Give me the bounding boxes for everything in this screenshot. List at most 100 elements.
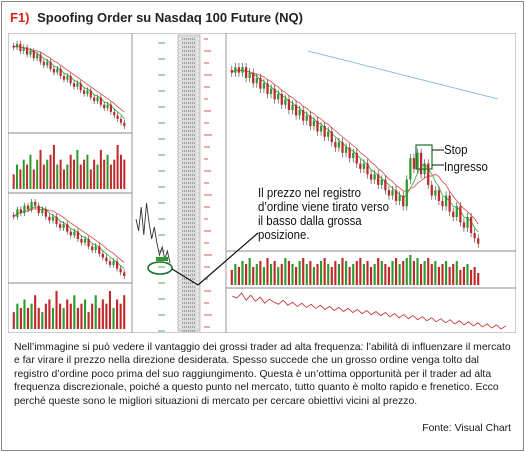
candle-body: [477, 238, 480, 244]
volume-bar: [330, 267, 333, 285]
candle-body: [106, 104, 109, 109]
annotation-ingresso: Ingresso: [444, 159, 488, 174]
annotation-line: il basso dalla grossa: [258, 213, 362, 228]
volume-bar: [316, 264, 319, 285]
volume-bar: [80, 303, 83, 329]
candle-body: [319, 126, 323, 132]
candle-body: [12, 45, 15, 48]
volume-bar: [69, 154, 72, 189]
order-book-ladder: [158, 34, 212, 332]
moving-average-line: [231, 69, 479, 225]
volume-bar: [312, 267, 315, 285]
volume-bar: [76, 149, 79, 189]
volume-bar: [462, 267, 465, 285]
volume-bar: [291, 264, 294, 285]
volume-bar: [123, 159, 126, 189]
volume-bar: [341, 258, 344, 285]
candle-body: [434, 190, 437, 196]
volume-bar: [380, 261, 383, 285]
volume-bar: [113, 159, 116, 189]
candle-body: [69, 76, 72, 84]
volume-bar: [466, 264, 469, 285]
volume-bar: [427, 258, 430, 285]
figure-title: F1) Spoofing Order su Nasdaq 100 Future …: [10, 10, 303, 25]
volume-bar: [327, 264, 330, 285]
candle-body: [99, 97, 102, 105]
volume-bar: [373, 264, 376, 285]
candle-body: [294, 104, 298, 116]
figure-source: Fonte: Visual Chart: [422, 423, 511, 434]
indicator-line: [232, 292, 506, 330]
candle-body: [280, 94, 283, 105]
candle-body: [302, 110, 305, 121]
candle-body: [66, 224, 69, 232]
candle-body: [284, 99, 287, 105]
volume-bar: [334, 261, 337, 285]
volume-bar: [55, 291, 58, 329]
candle-body: [234, 67, 237, 73]
volume-bar: [105, 303, 108, 329]
volume-bar: [387, 267, 390, 285]
candle-body: [237, 67, 241, 73]
volume-bar: [234, 264, 237, 285]
volume-bar: [430, 264, 433, 285]
spoof-ellipse: [147, 261, 173, 275]
candle-body: [252, 72, 255, 84]
figure-number: F1): [10, 10, 30, 25]
volume-bar: [405, 258, 408, 285]
volume-bar: [16, 164, 19, 189]
volume-bar: [19, 307, 22, 329]
volume-bar: [79, 164, 82, 189]
volume-bar: [51, 307, 55, 329]
volume-bar: [348, 267, 351, 285]
volume-bar: [302, 258, 305, 285]
volume-bar: [37, 307, 40, 329]
volume-bar: [259, 261, 262, 285]
volume-bar: [66, 164, 69, 189]
volume-bar: [455, 261, 458, 285]
candle-body: [366, 163, 369, 175]
candle-body: [113, 111, 116, 116]
candle-body: [16, 209, 19, 217]
candle-body: [56, 68, 59, 73]
volume-bar: [116, 299, 119, 329]
volume-bar: [445, 261, 448, 285]
candle-body: [55, 216, 58, 225]
volume-bar: [409, 255, 412, 285]
volume-bar: [12, 312, 15, 329]
volume-bar: [44, 303, 47, 329]
candle-body: [355, 152, 358, 164]
volume-bar: [345, 261, 348, 285]
volume-bar: [355, 261, 358, 285]
leader-line-1: [171, 268, 199, 286]
candle-body: [44, 209, 47, 217]
candle-body: [79, 83, 82, 91]
candle-body: [119, 268, 122, 273]
volume-bar: [26, 164, 29, 189]
candle-body: [337, 142, 341, 148]
candle-body: [259, 77, 262, 89]
volume-bar: [119, 154, 122, 189]
volume-bar: [320, 261, 323, 285]
candle-body: [123, 272, 126, 277]
volume-bar: [56, 164, 59, 189]
candle-body: [444, 195, 448, 207]
candle-body: [387, 190, 391, 196]
candle-body: [103, 104, 106, 109]
candle-body: [362, 163, 366, 169]
candle-body: [273, 88, 276, 100]
candle-body: [398, 195, 401, 201]
candle-body: [309, 115, 312, 127]
candle-body: [469, 216, 473, 234]
candle-body: [312, 120, 316, 127]
candle-body: [394, 190, 398, 201]
candle-body: [287, 99, 291, 111]
candle-body: [62, 76, 66, 80]
volume-bar: [62, 307, 65, 329]
volume-bar: [280, 264, 283, 285]
volume-bar: [23, 299, 26, 329]
candle-body: [116, 115, 119, 119]
volume-bar: [252, 267, 255, 285]
candle-body: [83, 239, 87, 243]
volume-bar: [402, 261, 405, 285]
